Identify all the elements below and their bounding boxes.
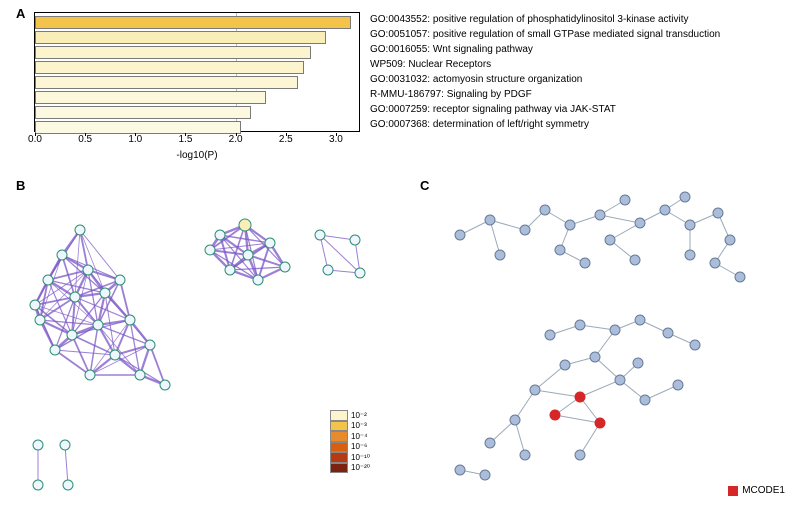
colorbar-swatch <box>330 410 348 421</box>
colorbar-row: 10⁻² <box>330 410 376 421</box>
x-tick-label: 3.0 <box>329 134 343 145</box>
bar <box>35 121 241 134</box>
x-tick-label: 2.5 <box>279 134 293 145</box>
go-term: GO:0016055: Wnt signaling pathway <box>370 42 720 57</box>
colorbar-label: 10⁻² <box>351 411 367 420</box>
bar <box>35 16 351 29</box>
colorbar-label: 10⁻³ <box>351 421 367 430</box>
bar <box>35 91 266 104</box>
colorbar-swatch <box>330 452 348 463</box>
x-axis-label: -log10(P) <box>176 150 217 161</box>
go-term: WP509: Nuclear Receptors <box>370 57 720 72</box>
go-term: GO:0051057: positive regulation of small… <box>370 27 720 42</box>
panel-a-barchart: 0.00.51.01.52.02.53.0 <box>34 12 360 132</box>
x-tick-label: 2.0 <box>229 134 243 145</box>
panel-c-network <box>430 185 790 495</box>
x-tick-label: 0.0 <box>28 134 42 145</box>
go-term: GO:0043552: positive regulation of phosp… <box>370 12 720 27</box>
panel-c-label: C <box>420 178 429 193</box>
panel-a-label: A <box>16 6 25 21</box>
go-term: GO:0031032: actomyosin structure organiz… <box>370 72 720 87</box>
colorbar-swatch <box>330 463 348 474</box>
go-term: GO:0007368: determination of left/right … <box>370 117 720 132</box>
colorbar-label: 10⁻¹⁰ <box>351 453 370 462</box>
bar <box>35 31 326 44</box>
go-term: GO:0007259: receptor signaling pathway v… <box>370 102 720 117</box>
mcode-legend: MCODE1 <box>728 485 785 496</box>
go-term-list: GO:0043552: positive regulation of phosp… <box>370 12 720 132</box>
bar <box>35 61 304 74</box>
x-tick-label: 1.0 <box>128 134 142 145</box>
colorbar-label: 10⁻⁴ <box>351 432 368 441</box>
pvalue-colorbar: 10⁻²10⁻³ 10⁻⁴10⁻⁶ 10⁻¹⁰10⁻²⁰ <box>330 410 376 474</box>
go-term: R-MMU-186797: Signaling by PDGF <box>370 87 720 102</box>
colorbar-swatch <box>330 421 348 432</box>
bar <box>35 106 251 119</box>
colorbar-label: 10⁻⁶ <box>351 442 367 451</box>
colorbar-row: 10⁻⁶ <box>330 442 376 453</box>
mcode-label: MCODE1 <box>742 485 785 496</box>
bar <box>35 76 298 89</box>
colorbar-swatch <box>330 431 348 442</box>
colorbar-row: 10⁻¹⁰ <box>330 452 376 463</box>
colorbar-row: 10⁻²⁰ <box>330 463 376 474</box>
bar <box>35 46 311 59</box>
colorbar-label: 10⁻²⁰ <box>351 463 370 472</box>
colorbar-row: 10⁻⁴ <box>330 431 376 442</box>
colorbar-swatch <box>330 442 348 453</box>
mcode-swatch <box>728 486 738 496</box>
x-tick-label: 1.5 <box>179 134 193 145</box>
x-tick-label: 0.5 <box>78 134 92 145</box>
colorbar-row: 10⁻³ <box>330 421 376 432</box>
